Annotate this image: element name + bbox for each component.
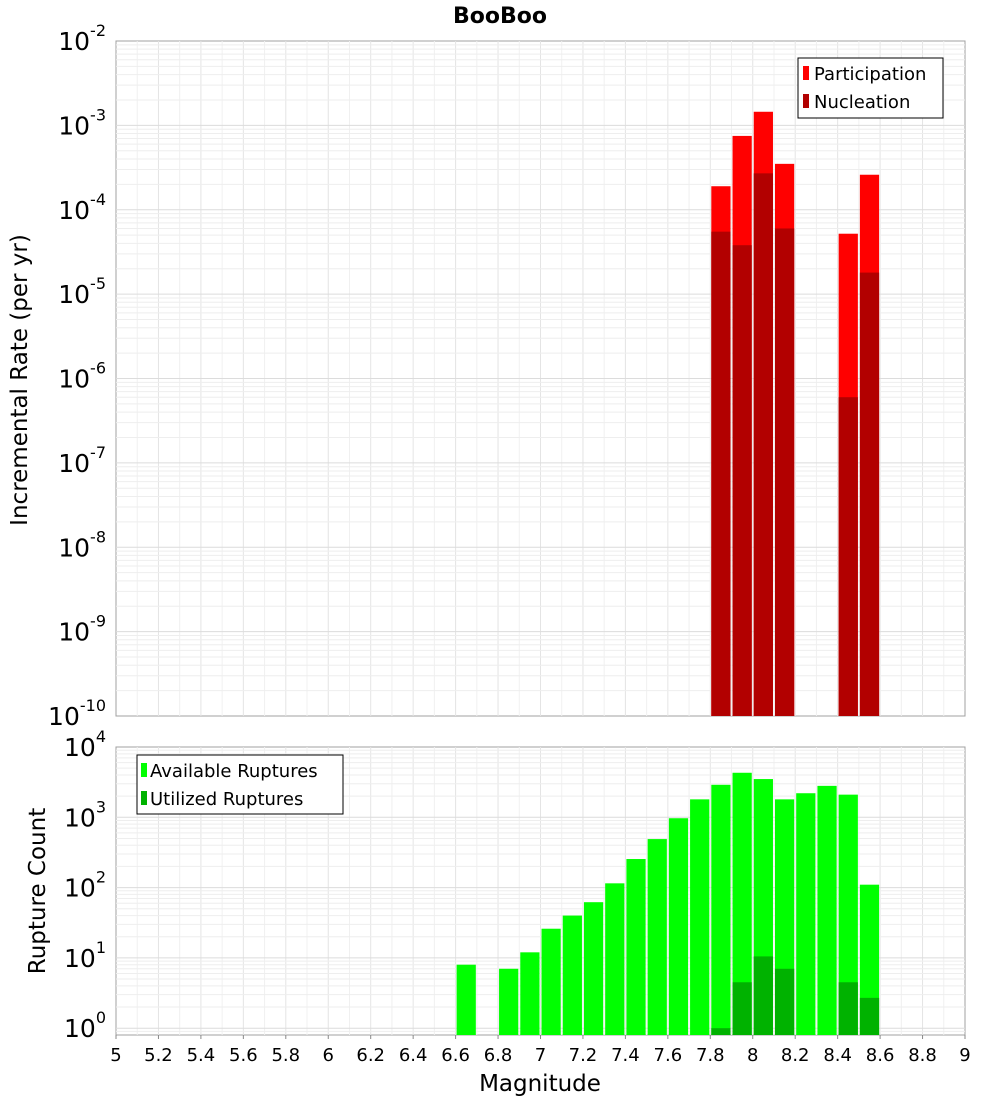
- bar-available-ruptures: [690, 799, 710, 1035]
- bar-nucleation: [732, 245, 752, 717]
- y-tick-label: 10-9: [58, 612, 106, 647]
- bar-available-ruptures: [647, 839, 667, 1035]
- bar-nucleation: [753, 173, 773, 716]
- bar-nucleation: [711, 231, 731, 716]
- legend-swatch-utilized: [141, 791, 147, 805]
- bar-nucleation: [859, 272, 880, 716]
- x-tick-label: 5.8: [271, 1045, 300, 1066]
- x-tick-label: 5: [110, 1045, 121, 1066]
- rate-panel: 10-10 10-9 10-8 10-7 10-6 10-5 10-4 10-3 10-2 In…: [7, 21, 966, 731]
- count-y-axis-label: Rupture Count: [25, 808, 51, 974]
- rate-bars: [711, 111, 880, 717]
- bar-utilized-ruptures: [838, 982, 858, 1035]
- rate-y-axis-label: Incremental Rate (per yr): [7, 234, 33, 526]
- y-tick-label: 100: [64, 1008, 106, 1043]
- y-tick-label: 101: [64, 938, 106, 973]
- bar-available-ruptures: [711, 784, 731, 1035]
- x-tick-label: 8.2: [781, 1045, 810, 1066]
- x-tick-label: 6.8: [484, 1045, 513, 1066]
- x-tick-label: 7.2: [569, 1045, 598, 1066]
- bar-utilized-ruptures: [753, 956, 773, 1035]
- x-tick-label: 6.4: [399, 1045, 428, 1066]
- count-y-ticks: 100 101 102 103 104: [64, 727, 106, 1043]
- x-tick-label: 8.4: [823, 1045, 852, 1066]
- count-legend: Available Ruptures Utilized Ruptures: [136, 754, 344, 815]
- rate-legend-box: [797, 57, 944, 119]
- y-tick-label: 10-8: [58, 527, 106, 562]
- y-tick-label: 10-3: [58, 105, 106, 140]
- bar-available-ruptures: [562, 915, 582, 1035]
- bar-available-ruptures: [541, 928, 561, 1035]
- x-tick-label: 8.8: [908, 1045, 937, 1066]
- x-tick-label: 7.4: [611, 1045, 640, 1066]
- legend-swatch-available: [141, 763, 147, 777]
- bar-available-ruptures: [732, 772, 752, 1035]
- bar-available-ruptures: [817, 785, 837, 1035]
- legend-label-utilized: Utilized Ruptures: [150, 789, 303, 810]
- bar-available-ruptures: [626, 859, 646, 1035]
- count-panel: 100 101 102 103 104 5 5.2 5.4 5.6 5.8 6 6.2 6.4 6.6 6…: [25, 727, 971, 1097]
- y-tick-label: 103: [64, 797, 106, 832]
- bar-utilized-ruptures: [859, 997, 880, 1035]
- count-x-ticks: 5 5.2 5.4 5.6 5.8 6 6.2 6.4 6.6 6.8 7 7.2 7.4 7.6 7.8 8…: [110, 1035, 971, 1066]
- bar-available-ruptures: [668, 818, 689, 1035]
- x-tick-label: 8.6: [866, 1045, 895, 1066]
- y-tick-label: 10-5: [58, 274, 106, 309]
- bar-available-ruptures: [456, 964, 476, 1035]
- count-bars: [456, 772, 880, 1035]
- rate-y-ticks: 10-10 10-9 10-8 10-7 10-6 10-5 10-4 10-3 10-2: [48, 21, 106, 731]
- bar-available-ruptures: [605, 883, 625, 1035]
- x-tick-label: 7.8: [696, 1045, 725, 1066]
- x-tick-label: 5.6: [229, 1045, 258, 1066]
- chart-title: BooBoo: [453, 4, 547, 29]
- x-tick-label: 7: [535, 1045, 546, 1066]
- y-tick-label: 10-2: [58, 21, 106, 56]
- x-tick-label: 8: [747, 1045, 758, 1066]
- bar-available-ruptures: [499, 968, 519, 1035]
- x-tick-label: 5.2: [144, 1045, 173, 1066]
- bar-utilized-ruptures: [711, 1028, 731, 1035]
- rate-legend: Participation Nucleation: [797, 57, 944, 119]
- x-tick-label: 6.6: [441, 1045, 470, 1066]
- bar-available-ruptures: [838, 794, 858, 1035]
- legend-label-participation: Participation: [814, 64, 926, 85]
- legend-label-available: Available Ruptures: [150, 761, 318, 782]
- y-tick-label: 10-6: [58, 359, 106, 394]
- y-tick-label: 104: [64, 727, 106, 762]
- x-tick-label: 7.6: [654, 1045, 683, 1066]
- bar-available-ruptures: [796, 793, 816, 1035]
- y-tick-label: 10-4: [58, 190, 106, 225]
- legend-label-nucleation: Nucleation: [814, 92, 910, 113]
- x-tick-label: 6.2: [356, 1045, 385, 1066]
- bar-utilized-ruptures: [774, 968, 795, 1035]
- rate-grid: [116, 41, 965, 716]
- bar-available-ruptures: [520, 952, 540, 1035]
- bar-utilized-ruptures: [732, 982, 752, 1035]
- x-tick-label: 5.4: [187, 1045, 216, 1066]
- y-tick-label: 10-7: [58, 443, 106, 478]
- bar-available-ruptures: [583, 902, 604, 1035]
- legend-swatch-participation: [803, 66, 809, 80]
- x-tick-label: 9: [959, 1045, 970, 1066]
- bar-nucleation: [838, 397, 858, 716]
- legend-swatch-nucleation: [803, 94, 809, 108]
- count-legend-box: [136, 754, 344, 815]
- x-tick-label: 6: [323, 1045, 334, 1066]
- x-axis-label: Magnitude: [479, 1071, 601, 1097]
- y-tick-label: 102: [64, 868, 106, 903]
- y-tick-label: 10-10: [48, 696, 106, 731]
- bar-nucleation: [774, 228, 795, 716]
- bar-available-ruptures: [859, 884, 880, 1035]
